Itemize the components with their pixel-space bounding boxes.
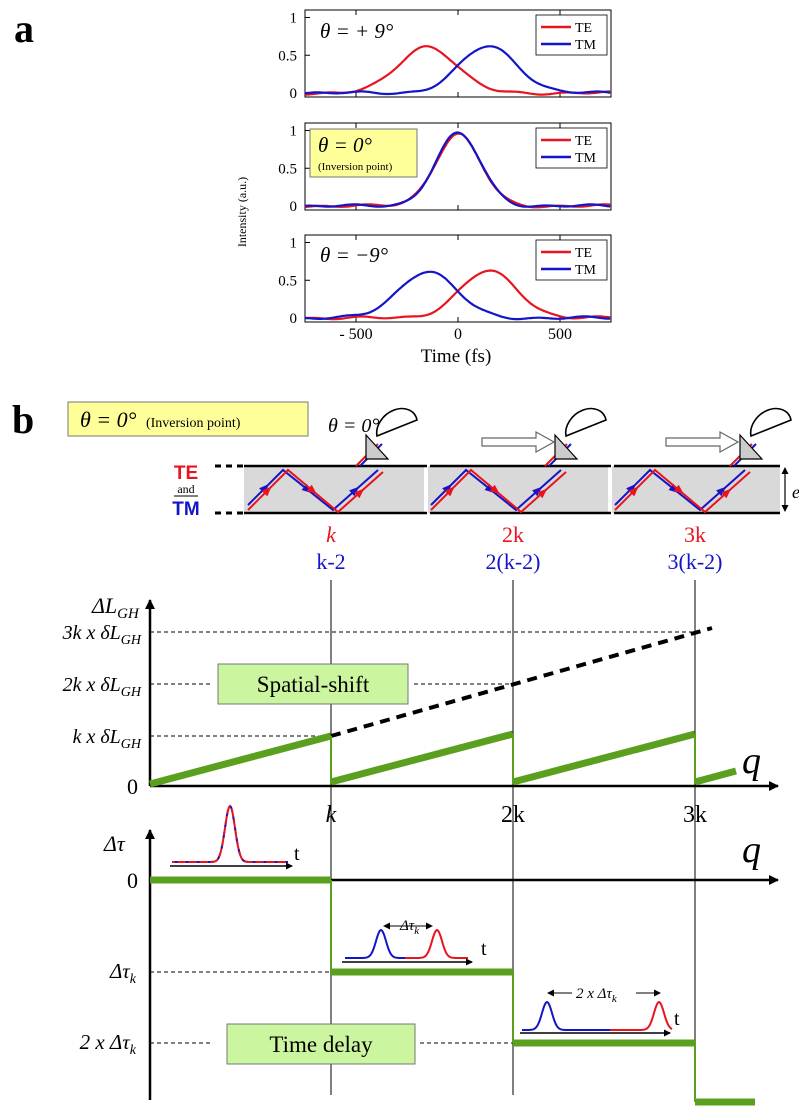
k-blue-2: 2(k-2)	[486, 549, 541, 574]
inset3-t: t	[674, 1008, 680, 1030]
detector-2	[554, 407, 607, 460]
time-delay-label: Time delay	[269, 1032, 373, 1057]
legend-label: TE	[575, 21, 592, 36]
spatial-shift-green	[149, 730, 737, 788]
xtick-label: - 500	[339, 326, 372, 343]
inset2-t: t	[481, 938, 487, 960]
x-tick-3k: 3k	[683, 802, 707, 828]
detector-3	[739, 407, 792, 460]
series-tm	[304, 131, 611, 208]
theta-zero-label: θ = 0°	[318, 133, 372, 157]
legend: TE TM	[535, 127, 608, 169]
move-arrow-2	[665, 430, 740, 454]
subplot-3: 1 0.5 0 TE TM	[278, 234, 612, 327]
bottom-ytick-2dtau: 2 x Δτk	[80, 1030, 137, 1058]
pulse	[172, 804, 288, 863]
pulse	[405, 928, 468, 959]
spatial-shift-label: Spatial-shift	[257, 672, 370, 697]
thickness-label: e	[792, 482, 799, 502]
inversion-label: (Inversion point)	[318, 161, 393, 173]
time-delay-green	[150, 876, 755, 1106]
bottom-q-label: q	[742, 829, 761, 871]
k-red-1: k	[326, 522, 337, 547]
legend: TE TM	[535, 239, 608, 281]
legend-label: TM	[575, 151, 597, 166]
series-tm	[304, 45, 611, 96]
ytick-label: 0.5	[278, 48, 297, 64]
ytick-label: 0.5	[278, 161, 297, 177]
pulse	[522, 1000, 610, 1031]
time-delay-box	[226, 1023, 416, 1065]
and-label: and	[177, 482, 194, 496]
top-ytick-0: 0	[127, 774, 138, 799]
ytick-label: 1	[290, 11, 298, 27]
theta-small-label: θ = 0°	[328, 415, 379, 437]
ytick-label: 0	[290, 86, 298, 102]
ytick-label: 0.5	[278, 273, 297, 289]
legend-label: TE	[575, 246, 592, 261]
pulse-insets	[172, 804, 673, 1031]
k-red-2: 2k	[502, 522, 524, 547]
bottom-ytick-0: 0	[127, 868, 138, 893]
theta-plus-label: θ = + 9°	[320, 19, 394, 43]
legend-label: TM	[575, 263, 597, 278]
legend-label: TE	[575, 134, 592, 149]
detector-1	[365, 407, 418, 460]
spatial-shift-box	[217, 663, 409, 705]
k-red-3: 3k	[684, 522, 706, 547]
move-arrow-1	[481, 430, 556, 454]
legend-label: TM	[575, 38, 597, 53]
ytick-label: 1	[290, 124, 298, 140]
k-blue-1: k-2	[316, 549, 345, 574]
subplot-1: 1 0.5 0 TE TM	[278, 9, 612, 102]
ytick-label: 0	[290, 311, 298, 327]
k-blue-3: 3(k-2)	[668, 549, 723, 574]
pulse	[175, 804, 288, 863]
panel-a-subplots: 1 0.5 0 TE TM 1 0.5 0 TE TM 1 0.5 0 TE TM θ = + 9° θ = 0…	[278, 9, 612, 343]
top-q-label: q	[742, 740, 761, 782]
pulse	[345, 928, 405, 959]
panel-a-xlabel: Time (fs)	[421, 346, 492, 367]
xtick-label: 500	[548, 326, 572, 343]
x-tick-2k: 2k	[501, 802, 525, 828]
panel-b-label: b	[12, 397, 34, 442]
top-ytick-2k: 2k x δLGH	[63, 674, 142, 700]
ytick-label: 1	[290, 236, 298, 252]
bottom-ylabel: Δτ	[103, 831, 126, 856]
inset1-t: t	[294, 843, 300, 865]
tm-label: TM	[172, 499, 199, 520]
top-ytick-3k: 3k x δLGH	[62, 622, 142, 648]
theta-inversion-box	[67, 401, 309, 437]
inset2-dtau: Δτk	[399, 918, 420, 937]
series-tm	[304, 270, 611, 321]
top-ylabel: ΔLGH	[91, 593, 140, 622]
inset3-2dtau: 2 x Δτk	[576, 986, 618, 1005]
panel-a-ylabel: Intensity (a.u.)	[235, 177, 249, 247]
theta-box-label: θ = 0° (Inversion point)	[80, 407, 241, 432]
theta-minus-label: θ = −9°	[320, 243, 389, 267]
xtick-label: 0	[454, 326, 462, 343]
legend: TE TM	[535, 14, 608, 56]
bottom-ytick-dtau: Δτk	[109, 959, 137, 987]
panel-a-label: a	[14, 6, 34, 51]
top-ytick-k: k x δLGH	[73, 726, 142, 752]
te-label: TE	[174, 463, 198, 484]
x-tick-k: k	[326, 802, 337, 828]
cumulative-shift-line	[330, 626, 713, 738]
ytick-label: 0	[290, 199, 298, 215]
pulse	[610, 1000, 673, 1031]
